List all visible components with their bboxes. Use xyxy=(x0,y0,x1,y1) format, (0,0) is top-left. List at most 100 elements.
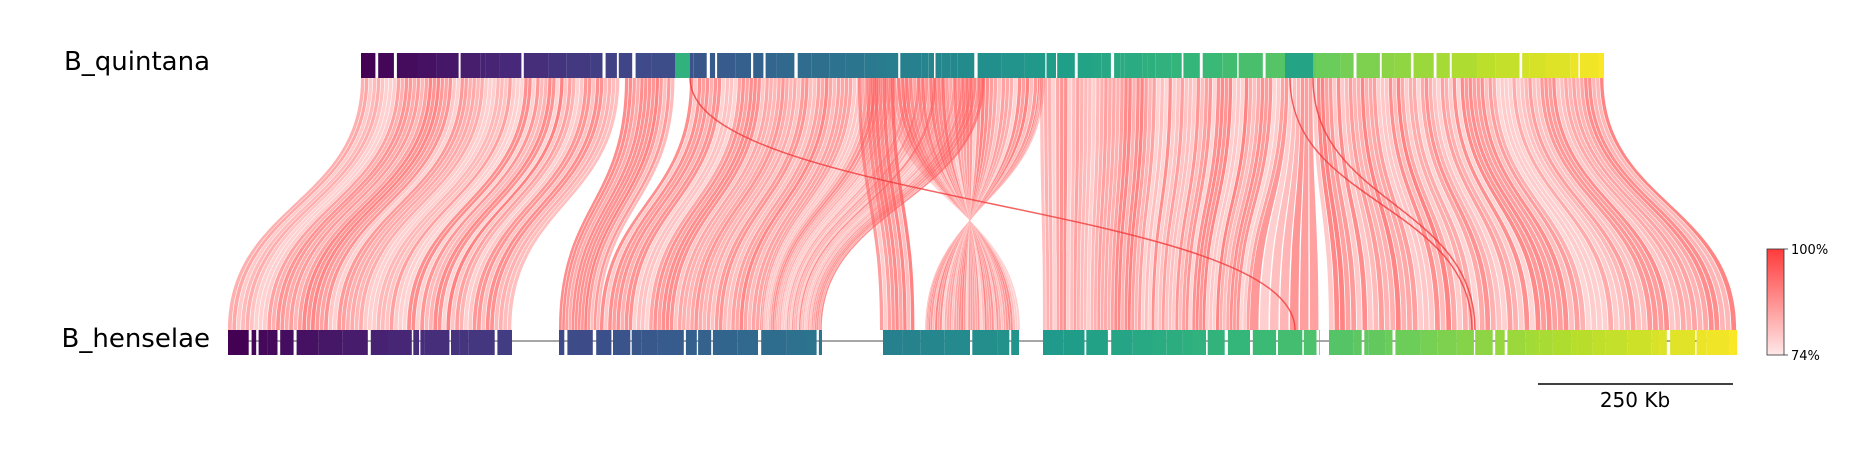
synteny-ribbon xyxy=(710,78,801,330)
synteny-ribbon xyxy=(1131,78,1148,330)
bottom-gene-block xyxy=(972,330,998,355)
bottom-gene-block xyxy=(413,330,420,355)
synteny-ribbon xyxy=(1066,78,1072,330)
bottom-gene-block xyxy=(1182,330,1193,355)
synteny-ribbon xyxy=(1516,78,1619,330)
bottom-gene-block xyxy=(685,330,697,355)
synteny-ribbon xyxy=(714,78,805,330)
synteny-ribbon xyxy=(385,78,508,330)
synteny-ribbon xyxy=(632,78,726,330)
synteny-ribbon xyxy=(1452,78,1530,330)
bottom-gene-block xyxy=(631,330,642,355)
bottom-gene-block xyxy=(1385,330,1393,355)
synteny-ribbon xyxy=(380,78,504,330)
bottom-gene-block xyxy=(944,330,970,355)
synteny-ribbon xyxy=(949,78,983,330)
synteny-ribbon xyxy=(1412,78,1474,330)
synteny-ribbon xyxy=(1440,78,1513,330)
top-gene-block xyxy=(417,53,437,78)
synteny-ribbon xyxy=(889,78,1018,330)
synteny-ribbon xyxy=(477,78,592,330)
synteny-ribbon xyxy=(620,78,714,330)
synteny-ribbon xyxy=(1246,78,1285,330)
synteny-ribbon xyxy=(1588,78,1720,330)
synteny-ribbon xyxy=(1076,78,1084,330)
synteny-ribbon xyxy=(901,78,1011,330)
synteny-ribbon xyxy=(1212,78,1245,330)
synteny-ribbon xyxy=(1188,78,1217,330)
synteny-ribbon xyxy=(795,78,929,330)
synteny-ribbon xyxy=(468,78,584,330)
synteny-ribbon xyxy=(249,78,385,330)
synteny-ribbon xyxy=(669,78,761,330)
synteny-ribbon xyxy=(686,78,777,330)
synteny-ribbon xyxy=(1236,78,1273,330)
synteny-ribbon xyxy=(1416,78,1480,330)
bottom-gene-block xyxy=(342,330,368,355)
bottom-gene-block xyxy=(1063,330,1085,355)
bottom-gene-block xyxy=(641,330,658,355)
synteny-ribbon xyxy=(562,78,633,330)
synteny-ribbon xyxy=(953,78,980,330)
top-gene-block xyxy=(1580,53,1599,78)
bottom-gene-block xyxy=(1252,330,1277,355)
synteny-ribbon xyxy=(933,78,992,330)
synteny-ribbon xyxy=(415,78,536,330)
bottom-gene-block xyxy=(251,330,257,355)
synteny-ribbon xyxy=(1243,78,1281,330)
top-gene-block xyxy=(811,53,830,78)
synteny-ribbon xyxy=(958,78,990,330)
synteny-ribbon xyxy=(1544,78,1658,330)
top-gene-block xyxy=(1495,53,1520,78)
synteny-ribbon xyxy=(1536,78,1647,330)
synteny-ribbon xyxy=(1500,78,1597,330)
bottom-gene-block xyxy=(1552,330,1572,355)
synteny-ribbon xyxy=(498,78,612,330)
synteny-ribbon xyxy=(254,78,389,330)
top-gene-block xyxy=(1315,53,1341,78)
synteny-ribbon xyxy=(284,78,417,330)
bottom-gene-block xyxy=(559,330,565,355)
top-gene-block xyxy=(1340,53,1354,78)
bottom-gene-block xyxy=(1166,330,1183,355)
synteny-ribbon xyxy=(965,78,978,330)
synteny-ribbon xyxy=(424,78,544,330)
synteny-ribbon xyxy=(751,78,841,330)
synteny-ribbon xyxy=(1444,78,1519,330)
synteny-ribbon xyxy=(930,78,1038,330)
synteny-ribbon xyxy=(1151,78,1172,330)
synteny-ribbon xyxy=(428,78,548,330)
bottom-gene-block xyxy=(804,330,817,355)
synteny-ribbon xyxy=(760,78,849,330)
synteny-ribbon xyxy=(596,78,675,330)
top-gene-block xyxy=(460,53,481,78)
bottom-gene-block xyxy=(997,330,1010,355)
synteny-ribbon xyxy=(420,78,540,330)
synteny-ribbon xyxy=(882,78,907,330)
bottom-gene-block xyxy=(1495,330,1505,355)
top-gene-block xyxy=(877,53,887,78)
synteny-ribbon xyxy=(802,78,945,330)
synteny-ribbon xyxy=(790,78,917,330)
top-gene-block xyxy=(566,53,591,78)
bottom-gene-block xyxy=(1111,330,1133,355)
top-gene-block xyxy=(590,53,603,78)
synteny-ribbon xyxy=(271,78,405,330)
synteny-ribbon xyxy=(236,78,373,330)
synteny-ribbon xyxy=(963,78,982,330)
synteny-ribbon xyxy=(1320,78,1345,330)
synteny-ribbon xyxy=(1073,78,1080,330)
synteny-ribbon xyxy=(1052,78,1057,330)
synteny-ribbon xyxy=(927,78,1042,330)
top-gene-block xyxy=(776,53,795,78)
bottom-gene-block xyxy=(258,330,268,355)
top-gene-block xyxy=(1046,53,1056,78)
synteny-ribbon xyxy=(376,78,500,330)
identity-colorbar: 100% 74% xyxy=(1766,243,1828,364)
synteny-ribbon xyxy=(702,78,793,330)
top-gene-block xyxy=(921,53,929,78)
synteny-ribbon xyxy=(1141,78,1160,330)
synteny-ribbon xyxy=(241,78,377,330)
synteny-ribbon xyxy=(1424,78,1491,330)
synteny-ribbon xyxy=(1182,78,1209,330)
